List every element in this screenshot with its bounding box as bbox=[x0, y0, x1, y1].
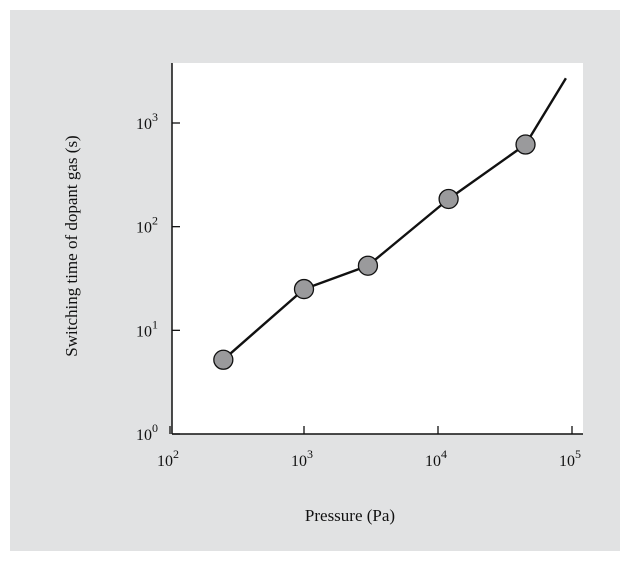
data-point bbox=[357, 255, 379, 276]
x-tick-label: 102 bbox=[157, 447, 179, 470]
x-tick-label: 104 bbox=[425, 447, 447, 470]
data-point bbox=[438, 188, 459, 210]
y-axis-title: Switching time of dopant gas (s) bbox=[62, 135, 81, 356]
data-point bbox=[515, 134, 536, 155]
y-tick-label: 102 bbox=[136, 214, 158, 237]
x-tick-label: 105 bbox=[559, 447, 581, 470]
x-tick-label: 103 bbox=[291, 447, 313, 470]
y-tick-label: 103 bbox=[136, 110, 158, 133]
plot-area bbox=[172, 63, 583, 434]
data-point bbox=[293, 278, 315, 300]
series-line bbox=[222, 77, 567, 361]
y-tick-label: 101 bbox=[136, 317, 158, 340]
y-tick-label: 100 bbox=[136, 421, 158, 444]
x-axis-title: Pressure (Pa) bbox=[305, 506, 395, 525]
data-point bbox=[213, 349, 234, 370]
